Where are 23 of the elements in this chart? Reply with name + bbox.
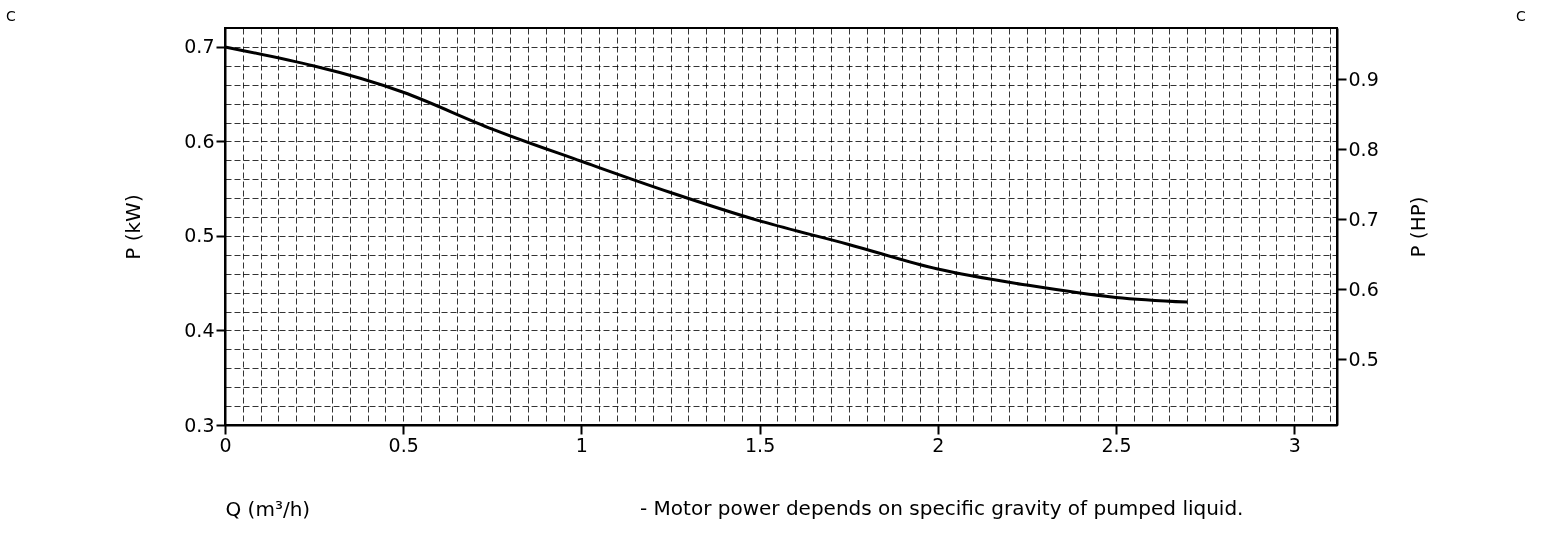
y2-tick-label: 0.9 [1348, 67, 1379, 90]
x-tick-label: 2 [932, 433, 945, 456]
x-axis-title: Q (m³/h) [225, 496, 311, 521]
y2-tick-label: 0.5 [1348, 347, 1379, 370]
x-tick-label: 1 [575, 433, 588, 456]
y-tick-label: 0.7 [184, 35, 215, 58]
y2-tick-label: 0.6 [1348, 277, 1379, 300]
y2-tick-label: 0.8 [1348, 137, 1379, 160]
text: - Motor power depends on specific gravity of pumped liquid. [640, 496, 1244, 520]
y-tick-label: 0.6 [184, 129, 215, 152]
x-tick-label: 0 [219, 433, 232, 456]
x-tick-label: 1.5 [745, 433, 776, 456]
y2-axis-title: P (HP) [1405, 196, 1430, 258]
y2-tick-label: 0.7 [1348, 207, 1379, 230]
y-tick-label: 0.3 [184, 413, 215, 436]
y-axis-title: P (kW) [121, 194, 146, 260]
x-tick-label: 3 [1288, 433, 1301, 456]
x-tick-label: 2.5 [1101, 433, 1132, 456]
x-tick-label: 0.5 [388, 433, 419, 456]
y-tick-label: 0.5 [184, 224, 215, 247]
text: C [6, 8, 16, 24]
text: C [1516, 8, 1526, 24]
y-tick-label: 0.4 [184, 318, 215, 341]
